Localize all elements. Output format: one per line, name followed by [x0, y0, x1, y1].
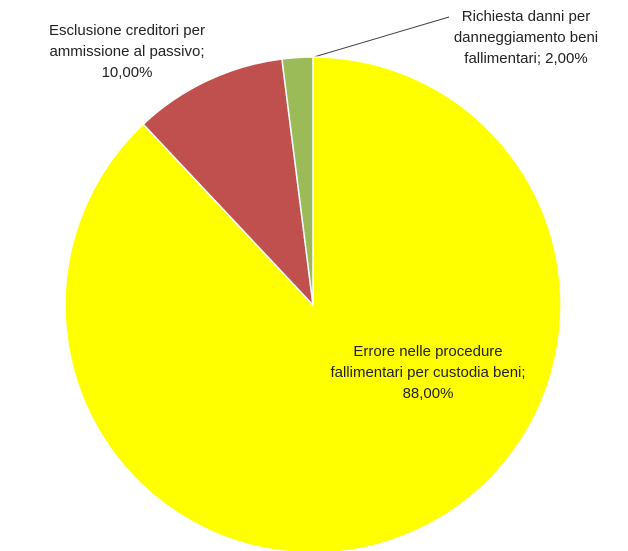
label-name: Richiesta danni per danneggiamento beni …	[453, 8, 599, 67]
label-value: 10,00%	[101, 64, 153, 81]
slice-label: Richiesta danni per danneggiamento beni …	[446, 6, 606, 69]
pie-slice	[281, 56, 314, 306]
label-separator: ;	[521, 364, 526, 381]
label-value: 88,00%	[402, 385, 454, 402]
label-name: Esclusione creditori per ammissione al p…	[49, 22, 205, 60]
slice-label: Esclusione creditori per ammissione al p…	[22, 20, 232, 83]
label-value: 2,00%	[545, 50, 588, 67]
label-name: Errore nelle procedure fallimentari per …	[330, 343, 522, 381]
leader-line	[296, 16, 450, 63]
slice-label: Errore nelle procedure fallimentari per …	[318, 341, 538, 404]
label-separator: ;	[200, 43, 205, 60]
label-separator: ;	[536, 50, 541, 67]
pie-slice	[142, 58, 315, 308]
